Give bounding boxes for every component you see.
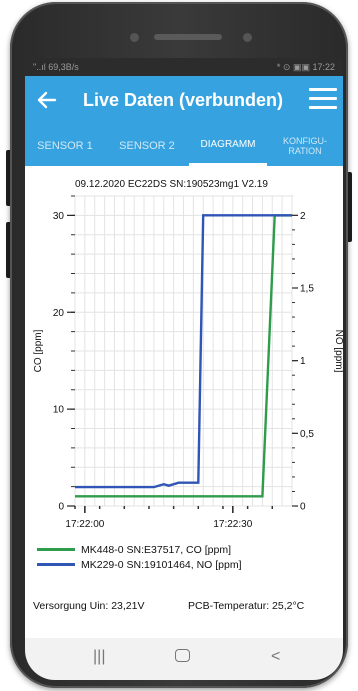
page-title: Live Daten (verbunden): [83, 90, 284, 110]
home-icon[interactable]: [175, 649, 190, 662]
x-tick-label: 17:22:00: [65, 519, 104, 530]
tab-bar: SENSOR 1 SENSOR 2 DIAGRAMM KONFIGU- RATI…: [25, 126, 343, 166]
status-bar: "..ıl 69,3B/s * ⊙ ▣▣ 17:22: [25, 58, 343, 76]
top-bezel: [10, 2, 348, 60]
y-tick-label: 0: [58, 502, 64, 513]
arrow-left-icon[interactable]: [35, 88, 59, 112]
y2-tick-label: 1,5: [300, 283, 314, 294]
y-axis-label: CO [ppm]: [33, 329, 44, 372]
recent-apps-icon[interactable]: |||: [93, 648, 106, 665]
y-tick-label: 30: [53, 211, 65, 222]
status-network: "..ıl 69,3B/s: [33, 62, 79, 72]
pcb-temperature: PCB-Temperatur: 25,2°C: [188, 600, 305, 612]
y2-tick-label: 0: [300, 502, 306, 513]
legend-label-co: MK448-0 SN:E37517, CO [ppm]: [81, 543, 231, 556]
tab-sensor-1[interactable]: SENSOR 1: [37, 140, 93, 152]
y-tick-label: 20: [53, 308, 65, 319]
legend-swatch-no: [37, 563, 75, 566]
y-tick-label: 10: [53, 405, 65, 416]
line-chart: 0 10 20 30 0 0,5 1 1,5 2 17:22:00 17:22:30 CO [ppm]…: [33, 195, 343, 530]
supply-voltage: Versorgung Uin: 23,21V: [33, 600, 145, 612]
series-line-no: [75, 214, 292, 489]
app-bar: Live Daten (verbunden): [25, 76, 343, 126]
chart-legend: MK448-0 SN:E37517, CO [ppm] MK229-0 SN:1…: [37, 542, 242, 572]
back-nav-icon[interactable]: <: [271, 648, 281, 665]
chart-title: 09.12.2020 EC22DS SN:190523mg1 V2.19: [75, 179, 268, 190]
x-tick-label: 17:22:30: [213, 519, 252, 530]
front-camera: [243, 33, 252, 42]
y2-tick-label: 1: [300, 356, 306, 367]
y2-axis-label: NO [ppm]: [333, 330, 343, 373]
tab-sensor-2[interactable]: SENSOR 2: [119, 140, 175, 152]
volume-down-button[interactable]: [6, 222, 12, 278]
y2-tick-label: 0,5: [300, 429, 314, 440]
tab-diagramm[interactable]: DIAGRAMM: [189, 126, 267, 166]
y2-tick-label: 2: [300, 211, 306, 222]
screen: "..ıl 69,3B/s * ⊙ ▣▣ 17:22 Live Daten (v…: [25, 58, 343, 638]
legend-item-co: MK448-0 SN:E37517, CO [ppm]: [37, 542, 242, 557]
volume-up-button[interactable]: [6, 150, 12, 206]
status-clock: * ⊙ ▣▣ 17:22: [276, 62, 335, 72]
diagram-panel: 09.12.2020 EC22DS SN:190523mg1 V2.19 0 10…: [25, 166, 343, 638]
legend-item-no: MK229-0 SN:19101464, NO [ppm]: [37, 557, 242, 572]
sensor-dot: [130, 33, 139, 42]
legend-swatch-co: [37, 548, 75, 551]
tab-konfiguration[interactable]: KONFIGU- RATION: [283, 136, 327, 156]
legend-label-no: MK229-0 SN:19101464, NO [ppm]: [81, 558, 242, 571]
android-nav-bar: ||| <: [25, 638, 343, 680]
earpiece-speaker: [154, 34, 222, 40]
power-button[interactable]: [346, 172, 352, 242]
hamburger-menu-icon[interactable]: [309, 88, 337, 112]
